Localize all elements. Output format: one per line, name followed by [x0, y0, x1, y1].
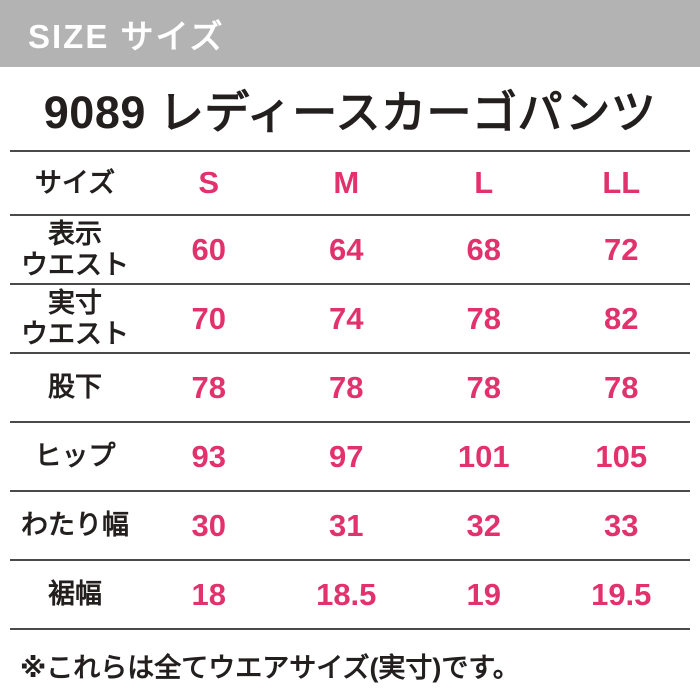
row-label: 股下 — [48, 372, 102, 403]
cell-value-s: 30 — [191, 507, 226, 543]
cell-value-s: 93 — [191, 438, 226, 474]
cell-value-s: 70 — [191, 300, 226, 336]
cell-value-ll: 105 — [595, 438, 648, 474]
cell-value-m: 31 — [329, 507, 364, 543]
cell-value-ll: 19.5 — [591, 576, 652, 612]
cell-value-l: 32 — [466, 507, 501, 543]
cell-value-ll: 33 — [604, 507, 639, 543]
row-label: わたり幅 — [21, 510, 129, 541]
cell-value-ll: 82 — [604, 300, 639, 336]
table-row-displayed-waist: 表示 ウエスト 60 64 68 72 — [10, 214, 690, 283]
cell-value-m: 18.5 — [316, 576, 377, 612]
product-title: 9089 レディースカーゴパンツ — [43, 87, 657, 138]
product-title-area: 9089 レディースカーゴパンツ — [0, 67, 700, 150]
wear-size-footnote: ※これらは全てウエアサイズ(実寸)です。 — [20, 653, 520, 683]
cell-value-m: 97 — [329, 438, 364, 474]
cell-value-m: 78 — [329, 369, 364, 405]
header-size-label: サイズ — [34, 167, 116, 198]
cell-value-l: 68 — [466, 231, 501, 267]
row-label: 裾幅 — [48, 579, 102, 610]
cell-value-l: 78 — [466, 369, 501, 405]
table-row-inseam: 股下 78 78 78 78 — [10, 352, 690, 421]
banner-title: SIZE サイズ — [28, 17, 225, 55]
row-label: 表示 ウエスト — [21, 219, 129, 280]
table-row-thigh-width: わたり幅 30 31 32 33 — [10, 490, 690, 559]
header-col-m: M — [333, 165, 360, 200]
row-label: ヒップ — [34, 441, 116, 472]
header-col-l: L — [474, 165, 494, 200]
header-col-s: S — [198, 165, 220, 200]
cell-value-l: 101 — [457, 438, 510, 474]
cell-value-ll: 78 — [604, 369, 639, 405]
cell-value-s: 60 — [191, 231, 226, 267]
table-row-actual-waist: 実寸 ウエスト 70 74 78 82 — [10, 283, 690, 352]
size-section-banner: SIZE サイズ — [0, 0, 700, 67]
table-header-row: サイズ S M L LL — [10, 150, 690, 214]
cell-value-l: 19 — [466, 576, 501, 612]
header-col-ll: LL — [602, 165, 641, 200]
cell-value-ll: 72 — [604, 231, 639, 267]
cell-value-s: 78 — [191, 369, 226, 405]
cell-value-m: 64 — [329, 231, 364, 267]
table-row-hip: ヒップ 93 97 101 105 — [10, 421, 690, 490]
row-label: 実寸 ウエスト — [21, 288, 129, 349]
cell-value-l: 78 — [466, 300, 501, 336]
table-row-hem-width: 裾幅 18 18.5 19 19.5 — [10, 559, 690, 628]
size-table: サイズ S M L LL 表示 ウエスト 60 64 68 72 実寸 ウエスト… — [10, 150, 690, 630]
cell-value-m: 74 — [329, 300, 364, 336]
cell-value-s: 18 — [191, 576, 226, 612]
